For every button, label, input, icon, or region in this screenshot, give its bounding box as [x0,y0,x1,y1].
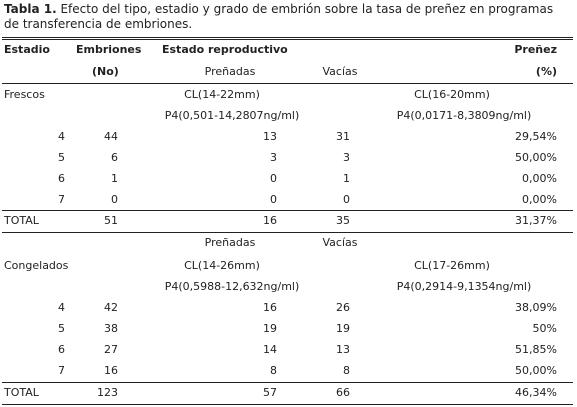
caption-text: Efecto del tipo, estadio y grado de embr… [4,2,554,31]
rule [2,232,573,233]
table-cell: 7 [58,364,65,377]
table-cell: 7 [58,193,65,206]
table-cell: 8 [270,364,277,377]
total-cell: 51 [104,214,118,227]
subheader-cell: Preñadas [204,236,256,249]
table-cell: 26 [336,301,350,314]
table-cell: 19 [263,322,277,335]
table-cell: 13 [336,343,350,356]
section-name: Congelados [4,259,69,272]
table-cell: 0,00% [522,172,557,185]
table-cell: 4 [58,130,65,143]
rule [2,37,573,40]
rule [2,382,573,383]
section-name: Frescos [4,88,45,101]
total-cell: TOTAL [4,214,39,227]
header-cell: Preñadas [204,65,256,78]
table-cell: 50% [532,322,557,335]
table-cell: 38 [104,322,118,335]
rule [2,404,573,405]
table-cell: 1 [111,172,118,185]
table-cell: 0 [343,193,350,206]
header-cell: Vacías [322,65,358,78]
p4-range: P4(0,2914-9,1354ng/ml) [396,280,532,293]
total-cell: 46,34% [515,386,557,399]
total-cell: 31,37% [515,214,557,227]
table-cell: 50,00% [515,364,557,377]
table-cell: 5 [58,322,65,335]
total-cell: 66 [336,386,350,399]
rule [2,83,573,84]
p4-range: P4(0,5988-12,632ng/ml) [164,280,300,293]
header-cell: (%) [535,65,557,78]
table-cell: 42 [104,301,118,314]
total-cell: TOTAL [4,386,39,399]
table-cell: 4 [58,301,65,314]
table-cell: 6 [58,172,65,185]
table-cell: 44 [104,130,118,143]
header-cell: Preñez [514,43,557,56]
header-cell: (No) [92,65,119,78]
table-cell: 50,00% [515,151,557,164]
total-cell: 35 [336,214,350,227]
total-cell: 123 [97,386,118,399]
table-cell: 1 [343,172,350,185]
table-cell: 5 [58,151,65,164]
rule [2,210,573,211]
caption-label: Tabla 1. [4,2,57,16]
table-cell: 19 [336,322,350,335]
table-cell: 6 [58,343,65,356]
header-cell: Embriones [76,43,142,56]
table-cell: 16 [104,364,118,377]
total-cell: 16 [263,214,277,227]
table-cell: 0 [270,193,277,206]
p4-range: P4(0,501-14,2807ng/ml) [164,109,300,122]
caption: Tabla 1. Efecto del tipo, estadio y grad… [4,2,564,32]
table-cell: 3 [343,151,350,164]
header-cell: Estadio [4,43,50,56]
table-cell: 0 [111,193,118,206]
table-cell: 51,85% [515,343,557,356]
table-cell: 38,09% [515,301,557,314]
table-cell: 16 [263,301,277,314]
subheader-cell: Vacías [322,236,358,249]
table-cell: 14 [263,343,277,356]
p4-range: P4(0,0171-8,3809ng/ml) [396,109,532,122]
cl-range: CL(14-22mm) [184,88,260,101]
total-cell: 57 [263,386,277,399]
table-cell: 8 [343,364,350,377]
table-cell: 31 [336,130,350,143]
table-cell: 3 [270,151,277,164]
cl-range: CL(16-20mm) [414,88,490,101]
cl-range: CL(14-26mm) [184,259,260,272]
header-cell: Estado reproductivo [162,43,288,56]
table-cell: 0 [270,172,277,185]
table-cell: 29,54% [515,130,557,143]
table-cell: 27 [104,343,118,356]
table-cell: 6 [111,151,118,164]
table-cell: 0,00% [522,193,557,206]
table-cell: 13 [263,130,277,143]
cl-range: CL(17-26mm) [414,259,490,272]
